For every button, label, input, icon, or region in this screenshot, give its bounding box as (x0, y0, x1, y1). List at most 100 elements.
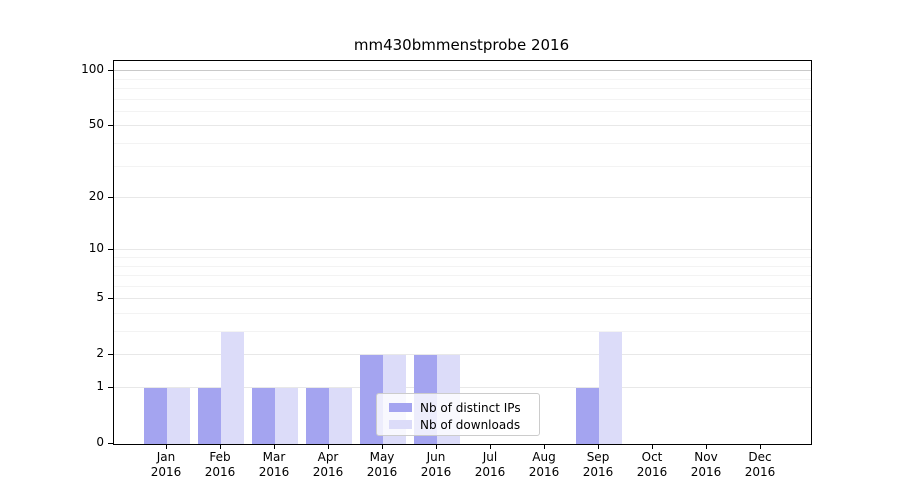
bar-sep-downloads (599, 332, 622, 444)
x-tick-aug (543, 444, 545, 449)
x-tick-label-feb: Feb 2016 (190, 450, 250, 480)
gridline-minor (114, 285, 811, 287)
month-label: Jul (482, 450, 498, 464)
month-label: Oct (641, 450, 663, 464)
gridline-major-50 (114, 125, 811, 127)
x-tick-label-jan: Jan 2016 (136, 450, 196, 480)
plot-area: Nb of distinct IPs Nb of downloads (113, 60, 812, 445)
y-tick-2 (108, 353, 113, 355)
x-tick-mar (273, 444, 275, 449)
year-label: 2016 (582, 465, 614, 479)
gridline-minor (114, 265, 811, 267)
bar-apr-downloads (329, 388, 352, 444)
gridline-major-20 (114, 197, 811, 198)
y-tick-100 (108, 69, 113, 71)
year-label: 2016 (636, 465, 668, 479)
month-label: Jan (156, 450, 176, 464)
x-tick-feb (219, 444, 221, 449)
gridline-minor (114, 110, 811, 112)
bar-jan-downloads (167, 388, 190, 444)
month-label: Mar (262, 450, 286, 464)
month-label: Feb (209, 450, 231, 464)
bar-mar-downloads (275, 388, 298, 444)
gridline-minor (114, 313, 811, 314)
x-tick-may (381, 444, 383, 449)
y-tick-label-10: 10 (88, 241, 104, 256)
gridline-minor (114, 257, 811, 258)
x-tick-sep (597, 444, 599, 449)
month-label: Dec (748, 450, 772, 464)
year-label: 2016 (366, 465, 398, 479)
year-label: 2016 (420, 465, 452, 479)
x-tick-jul (489, 444, 491, 449)
year-label: 2016 (258, 465, 290, 479)
gridline-major-100 (114, 69, 811, 72)
x-tick-label-aug: Aug 2016 (514, 450, 574, 480)
month-label: Jun (426, 450, 446, 464)
x-tick-label-may: May 2016 (352, 450, 412, 480)
x-tick-jan (165, 444, 167, 449)
gridline-major-1 (114, 387, 811, 388)
legend-item-downloads: Nb of downloads (389, 416, 539, 433)
gridline-major-2 (114, 354, 811, 356)
y-tick-label-1: 1 (96, 379, 104, 393)
bar-apr-ips (306, 388, 329, 444)
x-tick-label-oct: Oct 2016 (622, 450, 682, 480)
gridline-minor (114, 143, 811, 144)
legend-item-distinct-ips: Nb of distinct IPs (389, 399, 539, 416)
y-tick-label-100: 100 (81, 62, 104, 77)
chart-title: mm430bmmenstprobe 2016 (353, 36, 570, 54)
x-tick-nov (705, 444, 707, 449)
y-tick-50 (108, 124, 113, 127)
y-tick-label-5: 5 (96, 290, 104, 305)
x-tick-oct (651, 444, 653, 449)
legend-swatch-downloads (389, 420, 412, 429)
x-tick-jun (435, 444, 437, 449)
legend-label-downloads: Nb of downloads (420, 417, 521, 432)
x-tick-label-nov: Nov 2016 (676, 450, 736, 480)
bar-mar-ips (252, 388, 275, 444)
y-tick-label-0: 0 (96, 435, 104, 449)
gridline-minor (114, 165, 811, 167)
x-tick-label-sep: Sep 2016 (568, 450, 628, 480)
bar-jan-ips (144, 388, 167, 444)
x-tick-dec (759, 444, 761, 449)
gridline-minor (114, 275, 811, 276)
bar-sep-ips (576, 388, 599, 444)
bar-feb-ips (198, 388, 221, 444)
month-label: Apr (317, 450, 339, 464)
y-tick-10 (108, 248, 113, 251)
gridline-major-10 (114, 249, 811, 251)
x-tick-label-mar: Mar 2016 (244, 450, 304, 480)
gridline-minor (114, 331, 811, 332)
x-tick-apr (327, 444, 329, 449)
year-label: 2016 (312, 465, 344, 479)
y-tick-label-50: 50 (88, 117, 104, 132)
gridline-minor (114, 98, 811, 100)
month-label: Sep (586, 450, 610, 464)
month-label: Nov (694, 450, 718, 464)
year-label: 2016 (474, 465, 506, 479)
y-tick-label-20: 20 (88, 189, 104, 203)
year-label: 2016 (204, 465, 236, 479)
y-tick-1 (108, 386, 113, 388)
gridline-major-5 (114, 298, 811, 300)
y-tick-20 (108, 196, 113, 198)
x-tick-label-jul: Jul 2016 (460, 450, 520, 480)
x-tick-label-jun: Jun 2016 (406, 450, 466, 480)
bar-feb-downloads (221, 332, 244, 444)
month-label: Aug (532, 450, 556, 464)
year-label: 2016 (690, 465, 722, 479)
gridline-minor (114, 78, 811, 80)
y-tick-label-2: 2 (96, 346, 104, 361)
x-tick-label-apr: Apr 2016 (298, 450, 358, 480)
x-tick-label-dec: Dec 2016 (730, 450, 790, 480)
year-label: 2016 (150, 465, 182, 479)
legend-label-distinct-ips: Nb of distinct IPs (420, 400, 521, 415)
year-label: 2016 (744, 465, 776, 479)
y-tick-5 (108, 297, 113, 299)
gridline-minor (114, 88, 811, 89)
legend: Nb of distinct IPs Nb of downloads (376, 393, 540, 436)
year-label: 2016 (528, 465, 560, 479)
